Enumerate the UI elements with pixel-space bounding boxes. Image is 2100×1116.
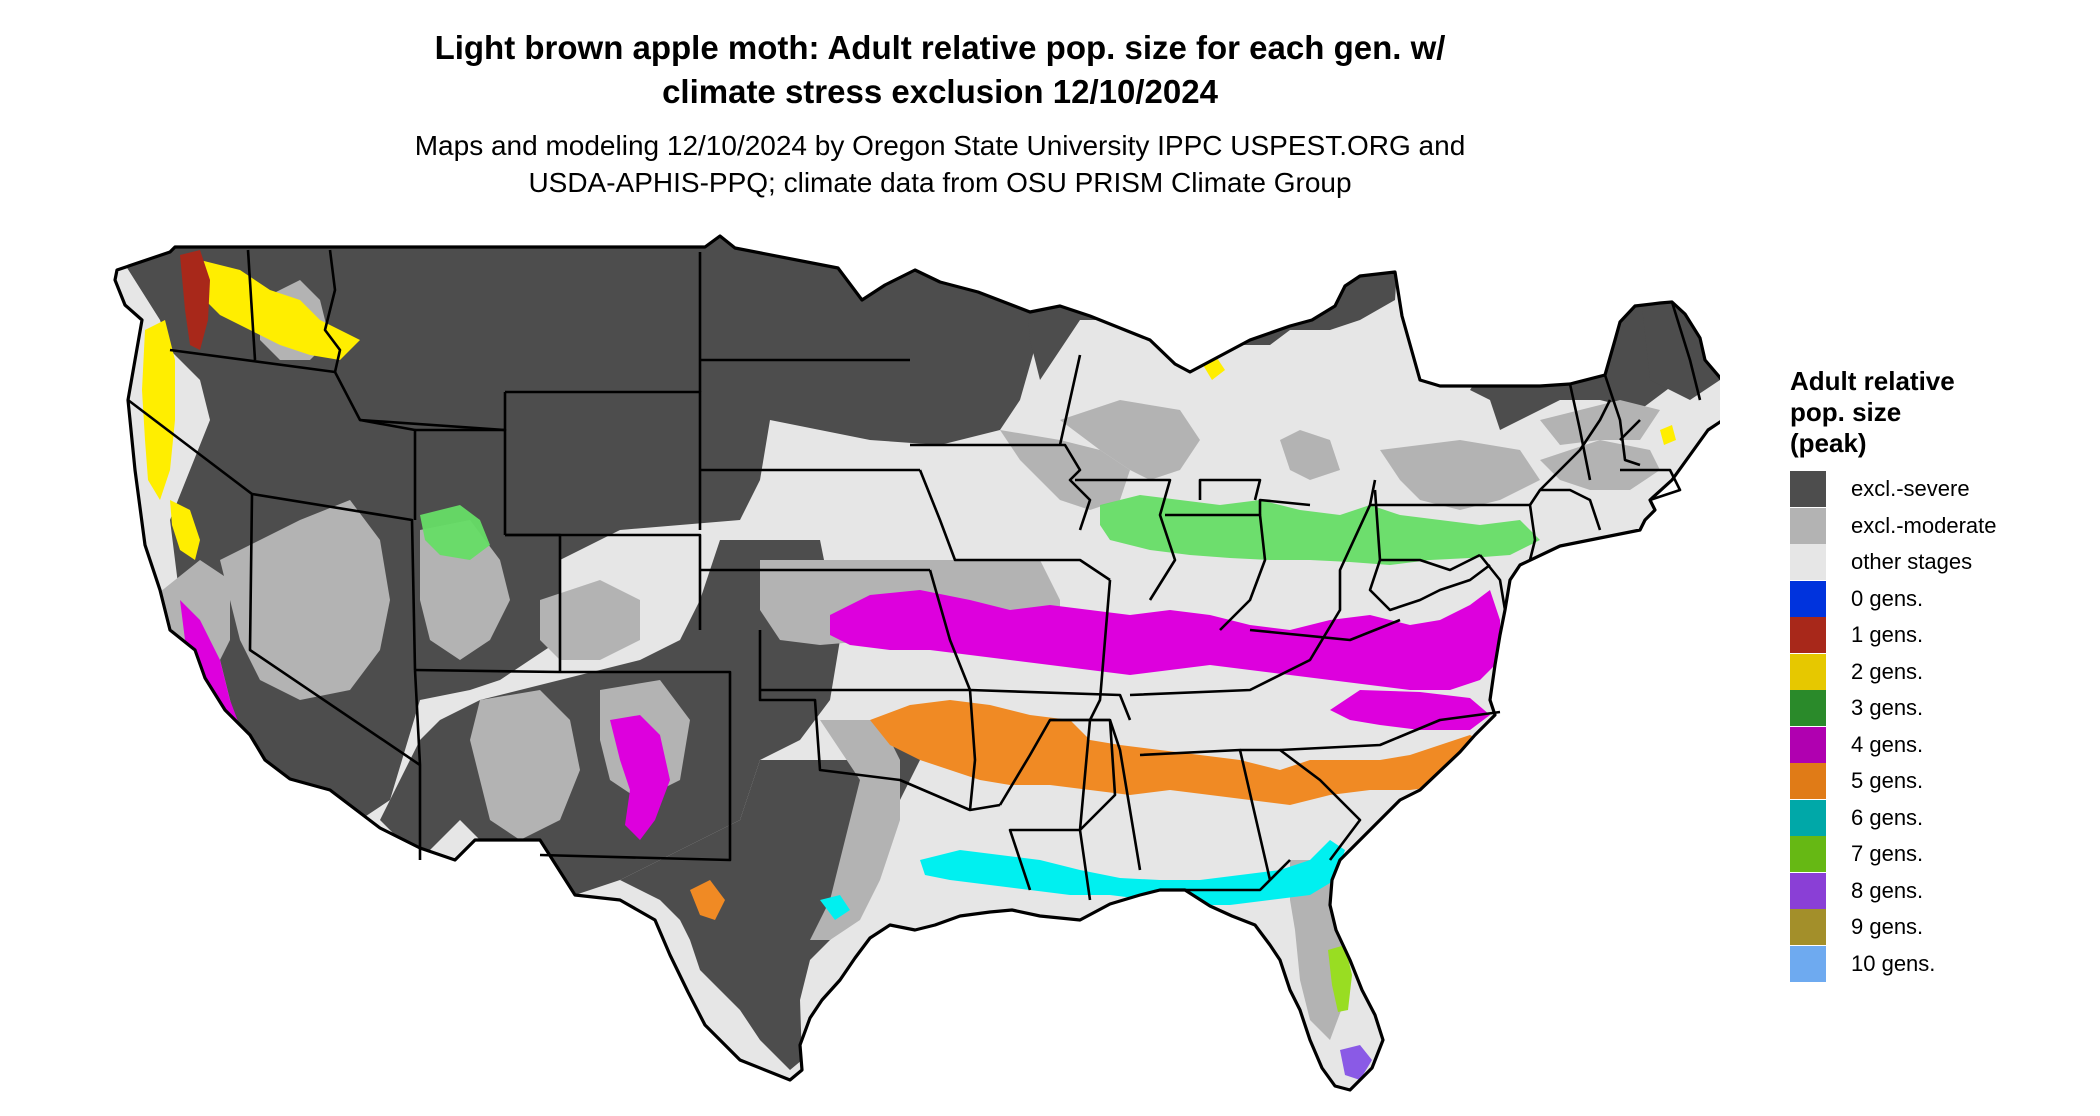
legend-items: excl.-severe excl.-moderate other stages 0 … bbox=[1790, 471, 2090, 982]
legend-swatch bbox=[1790, 507, 1826, 544]
legend-label: 2 gens. bbox=[1851, 658, 1924, 684]
legend-swatch bbox=[1790, 471, 1826, 507]
legend-label: 5 gens. bbox=[1851, 768, 1924, 793]
legend-title: Adult relative pop. size (peak) bbox=[1790, 366, 2090, 459]
legend-swatch bbox=[1790, 909, 1826, 945]
legend-swatch bbox=[1790, 763, 1826, 799]
legend-item: 5 gens. bbox=[1790, 763, 2090, 800]
legend-label: 6 gens. bbox=[1851, 804, 1924, 830]
legend-swatch bbox=[1790, 945, 1826, 982]
legend-label: 4 gens. bbox=[1851, 731, 1924, 757]
legend-swatch bbox=[1790, 580, 1826, 617]
map-title-line-2: climate stress exclusion 12/10/2024 bbox=[662, 73, 1218, 110]
legend-item: excl.-severe bbox=[1790, 471, 2090, 508]
map-legend: Adult relative pop. size (peak) excl.-se… bbox=[1790, 366, 2090, 982]
legend-title-line-2: pop. size bbox=[1790, 397, 1902, 427]
gen-1-red-band bbox=[180, 250, 210, 350]
map-title-line-1: Light brown apple moth: Adult relative p… bbox=[434, 29, 1446, 66]
legend-label: 1 gens. bbox=[1851, 622, 1924, 647]
legend-swatch bbox=[1790, 799, 1826, 836]
gen-2-yellow-band bbox=[142, 260, 1676, 560]
legend-label: 9 gens. bbox=[1851, 914, 1924, 939]
legend-item: 6 gens. bbox=[1790, 799, 2090, 837]
legend-item: 7 gens. bbox=[1790, 836, 2090, 873]
legend-swatch bbox=[1790, 726, 1826, 763]
legend-label: other stages bbox=[1851, 549, 1973, 574]
legend-label: 3 gens. bbox=[1851, 695, 1924, 720]
legend-label: 8 gens. bbox=[1851, 877, 1924, 903]
legend-item: 8 gens. bbox=[1790, 872, 2090, 910]
legend-swatch bbox=[1790, 544, 1826, 580]
legend-swatch bbox=[1790, 836, 1826, 872]
gen-3-green-band bbox=[420, 495, 1540, 565]
legend-label: excl.-moderate bbox=[1851, 512, 1997, 538]
legend-item: 2 gens. bbox=[1790, 653, 2090, 691]
legend-swatch bbox=[1790, 653, 1826, 690]
legend-title-line-3: (peak) bbox=[1790, 428, 1867, 458]
legend-item: 3 gens. bbox=[1790, 690, 2090, 727]
legend-item: excl.-moderate bbox=[1790, 507, 2090, 545]
map-subtitle-line-2: USDA-APHIS-PPQ; climate data from OSU PR… bbox=[528, 167, 1352, 198]
legend-title-line-1: Adult relative bbox=[1790, 366, 1955, 396]
legend-item: 10 gens. bbox=[1790, 945, 2090, 983]
legend-swatch bbox=[1790, 872, 1826, 909]
legend-label: 0 gens. bbox=[1851, 585, 1924, 611]
legend-label: 10 gens. bbox=[1851, 950, 1936, 976]
legend-item: 9 gens. bbox=[1790, 909, 2090, 946]
us-map bbox=[100, 225, 1720, 1115]
gen-8-purple-band bbox=[1340, 1045, 1372, 1080]
legend-item: 0 gens. bbox=[1790, 580, 2090, 618]
legend-label: excl.-severe bbox=[1851, 476, 1970, 501]
legend-label: 7 gens. bbox=[1851, 841, 1924, 866]
legend-item: other stages bbox=[1790, 544, 2090, 581]
map-subtitle-line-1: Maps and modeling 12/10/2024 by Oregon S… bbox=[414, 130, 1466, 161]
legend-item: 1 gens. bbox=[1790, 617, 2090, 654]
legend-item: 4 gens. bbox=[1790, 726, 2090, 764]
legend-swatch bbox=[1790, 617, 1826, 653]
state-borders bbox=[113, 234, 1720, 1092]
legend-swatch bbox=[1790, 690, 1826, 726]
